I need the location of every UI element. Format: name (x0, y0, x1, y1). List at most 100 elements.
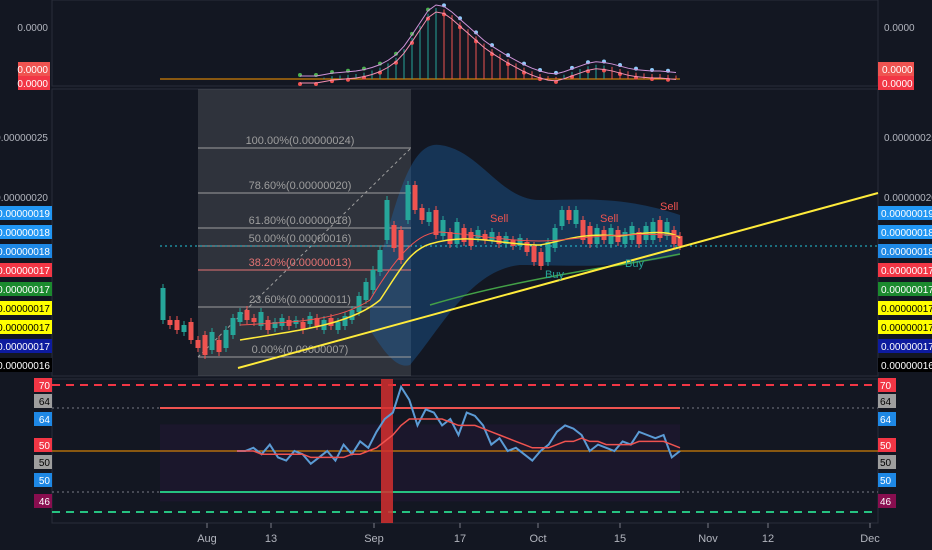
candle-body (419, 208, 425, 220)
rsi-badge-left: 50 (39, 476, 51, 487)
x-tick-label: Sep (364, 533, 384, 545)
candle-body (489, 232, 495, 240)
x-tick-label: 15 (614, 533, 626, 545)
price-badge-left: 0.00000017 (0, 342, 50, 353)
price-badge-right-bg (878, 320, 932, 334)
price-y-tick: 0.00000020 (0, 193, 48, 204)
price-badge-right: 0.00000018 (881, 228, 932, 239)
price-badge-right: 0.00000019 (881, 209, 932, 220)
fib-level-label: 0.00%(0.00000007) (252, 344, 349, 356)
price-y-tick: 0.00000025 (0, 133, 48, 144)
signal-label: Buy (625, 258, 644, 270)
fib-level-label: 100.00%(0.00000024) (246, 135, 355, 147)
osc-badge-left-bg (18, 76, 50, 90)
candle-body (440, 220, 446, 236)
price-badge-right-bg (878, 225, 932, 239)
x-tick-label: 12 (762, 533, 774, 545)
price-badge-right-bg (878, 206, 932, 220)
candle-body (195, 340, 201, 348)
candle-body (244, 310, 250, 320)
x-tick-label: Aug (197, 533, 217, 545)
rsi-badge-left: 50 (39, 458, 51, 469)
price-badge-left-bg (0, 339, 52, 353)
rsi-series-line (237, 384, 681, 466)
osc-dot (394, 60, 398, 65)
candle-body (545, 242, 551, 262)
price-badge-right: 0.00000016 (881, 361, 932, 372)
candle-body (370, 270, 376, 290)
price-badge-left-bg (0, 320, 52, 334)
rsi-badge-left: 64 (39, 397, 51, 408)
osc-envelope-lower (300, 11, 677, 84)
candle-body (636, 232, 642, 244)
osc-dot (490, 52, 494, 57)
price-badge-right: 0.00000017 (881, 323, 932, 334)
candle-body (342, 316, 348, 326)
price-badge-right-bg (878, 263, 932, 277)
fib-level-label: 38.20%(0.00000013) (249, 257, 352, 269)
candle-body (398, 230, 404, 260)
price-badge-right: 0.00000017 (881, 342, 932, 353)
candle-body (230, 318, 236, 335)
axes: 0.0000 0.0000 0.0000 0.0000 0.0000 0.0000 0.00… (0, 23, 932, 545)
price-badge-left: 0.00000018 (0, 247, 50, 258)
candle-body (258, 312, 264, 326)
price-badge-left: 0.00000016 (0, 361, 50, 372)
price-badge-left: 0.00000017 (0, 266, 50, 277)
rsi-badge-left-bg (34, 494, 52, 508)
candle-body (454, 222, 460, 244)
candle-body (496, 236, 502, 244)
rsi-badge-left: 50 (39, 441, 51, 452)
candle-body (629, 226, 635, 240)
x-tick-label: Nov (698, 533, 718, 545)
rsi-badge-left-bg (34, 394, 52, 408)
x-tick-label: 13 (265, 533, 277, 545)
candle-body (202, 335, 208, 355)
candle-body (405, 185, 411, 220)
candle-body (657, 220, 663, 238)
candle-body (622, 232, 628, 244)
price-badge-right-bg (878, 358, 932, 372)
rsi-badge-right-bg (878, 412, 896, 426)
candle-body (475, 230, 481, 238)
osc-badge-right-bg (878, 62, 914, 76)
candle-body (426, 212, 432, 222)
price-badge-right: 0.00000018 (881, 247, 932, 258)
candle-body (181, 325, 187, 332)
candle-body (573, 210, 579, 224)
candle-body (216, 340, 222, 352)
rsi-panel (52, 379, 878, 523)
candle-body (265, 320, 271, 330)
price-badge-left-bg (0, 282, 52, 296)
candle-body (650, 222, 656, 240)
candle-body (594, 228, 600, 244)
candle-body (272, 322, 278, 328)
candle-body (580, 220, 586, 240)
x-tick-label: Oct (529, 533, 546, 545)
moving-average-fast (239, 231, 681, 341)
price-badge-right: 0.00000017 (881, 285, 932, 296)
price-badge-left-bg (0, 225, 52, 239)
rsi-badge-right-bg (878, 494, 896, 508)
osc-dot (490, 43, 494, 48)
candle-body (209, 332, 215, 350)
candle-body (363, 282, 369, 300)
osc-badge-right-bg (878, 76, 914, 90)
candle-body (566, 210, 572, 220)
rsi-highlight-column (381, 379, 393, 523)
rsi-badge-right-bg (878, 394, 896, 408)
candle-body (286, 320, 292, 326)
rsi-badge-right: 64 (880, 397, 892, 408)
osc-dot (474, 30, 478, 35)
osc-badge-left: 0.0000 (17, 65, 48, 76)
price-badge-right: 0.00000017 (881, 304, 932, 315)
moving-average-slow (429, 253, 681, 306)
price-badge-right-bg (878, 282, 932, 296)
price-badge-left: 0.00000017 (0, 304, 50, 315)
candle-body (503, 236, 509, 244)
rsi-badge-left: 46 (39, 497, 51, 508)
price-badge-right-bg (878, 339, 932, 353)
candle-body (237, 312, 243, 322)
osc-badge-right: 0.0000 (882, 79, 913, 90)
